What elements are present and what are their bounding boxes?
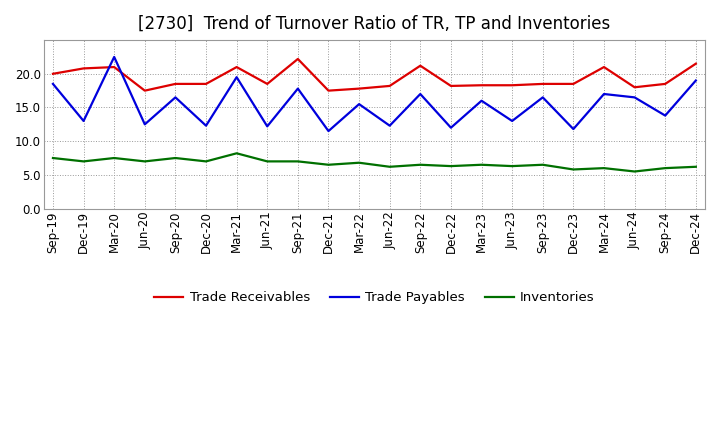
Trade Receivables <box>110 64 119 70</box>
Trade Payables <box>600 92 608 97</box>
Inventories <box>477 162 486 167</box>
Trade Receivables <box>477 83 486 88</box>
Inventories <box>569 167 577 172</box>
Inventories <box>79 159 88 164</box>
Inventories <box>661 165 670 171</box>
Trade Payables <box>385 123 394 128</box>
Trade Receivables <box>263 81 271 87</box>
Line: Trade Payables: Trade Payables <box>53 57 696 131</box>
Inventories <box>630 169 639 174</box>
Legend: Trade Receivables, Trade Payables, Inventories: Trade Receivables, Trade Payables, Inven… <box>148 286 600 309</box>
Trade Receivables <box>294 56 302 62</box>
Trade Receivables <box>691 61 700 66</box>
Inventories <box>385 164 394 169</box>
Inventories <box>416 162 425 167</box>
Trade Payables <box>630 95 639 100</box>
Inventories <box>202 159 210 164</box>
Trade Payables <box>49 81 58 87</box>
Inventories <box>691 164 700 169</box>
Trade Payables <box>140 122 149 127</box>
Trade Payables <box>263 124 271 129</box>
Trade Receivables <box>385 83 394 88</box>
Trade Receivables <box>539 81 547 87</box>
Trade Receivables <box>569 81 577 87</box>
Trade Payables <box>79 118 88 124</box>
Trade Receivables <box>49 71 58 77</box>
Trade Payables <box>477 98 486 103</box>
Inventories <box>294 159 302 164</box>
Trade Payables <box>661 113 670 118</box>
Trade Payables <box>416 92 425 97</box>
Inventories <box>110 155 119 161</box>
Trade Receivables <box>355 86 364 91</box>
Trade Payables <box>233 74 241 80</box>
Trade Payables <box>446 125 455 130</box>
Inventories <box>49 155 58 161</box>
Trade Receivables <box>630 84 639 90</box>
Inventories <box>600 165 608 171</box>
Inventories <box>508 164 516 169</box>
Trade Payables <box>110 54 119 59</box>
Trade Receivables <box>661 81 670 87</box>
Trade Receivables <box>508 83 516 88</box>
Trade Receivables <box>324 88 333 93</box>
Trade Payables <box>324 128 333 134</box>
Trade Payables <box>171 95 180 100</box>
Trade Payables <box>294 86 302 91</box>
Trade Receivables <box>446 83 455 88</box>
Inventories <box>355 160 364 165</box>
Inventories <box>324 162 333 167</box>
Trade Payables <box>355 102 364 107</box>
Inventories <box>539 162 547 167</box>
Trade Receivables <box>140 88 149 93</box>
Trade Payables <box>508 118 516 124</box>
Inventories <box>263 159 271 164</box>
Trade Payables <box>691 78 700 83</box>
Trade Payables <box>202 123 210 128</box>
Trade Receivables <box>600 64 608 70</box>
Trade Receivables <box>416 63 425 68</box>
Inventories <box>446 164 455 169</box>
Title: [2730]  Trend of Turnover Ratio of TR, TP and Inventories: [2730] Trend of Turnover Ratio of TR, TP… <box>138 15 611 33</box>
Trade Receivables <box>79 66 88 71</box>
Trade Receivables <box>233 64 241 70</box>
Inventories <box>140 159 149 164</box>
Inventories <box>171 155 180 161</box>
Trade Payables <box>539 95 547 100</box>
Trade Receivables <box>171 81 180 87</box>
Line: Inventories: Inventories <box>53 153 696 172</box>
Line: Trade Receivables: Trade Receivables <box>53 59 696 91</box>
Trade Payables <box>569 126 577 132</box>
Inventories <box>233 150 241 156</box>
Trade Receivables <box>202 81 210 87</box>
